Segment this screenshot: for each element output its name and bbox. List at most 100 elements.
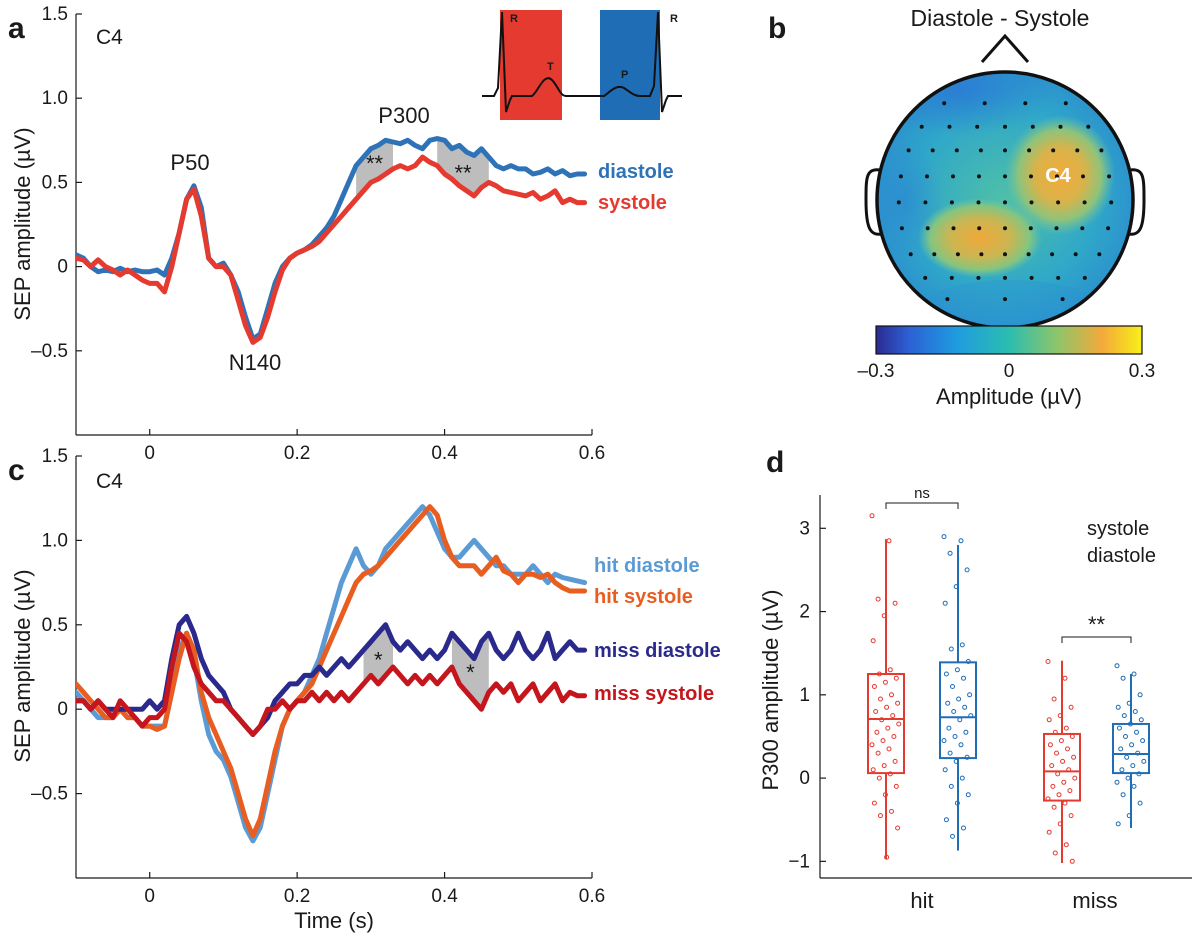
electrode-dot	[925, 174, 929, 179]
data-point	[954, 800, 960, 806]
electrode-dot	[1030, 124, 1035, 129]
data-point	[1062, 675, 1068, 681]
data-point	[1120, 675, 1126, 681]
electrode-dot	[906, 148, 911, 153]
x-tick-label: 0	[144, 886, 155, 907]
x-ticks: 0 0.2 0.4 0.6	[144, 429, 605, 464]
electrode-dot	[1107, 174, 1112, 179]
data-point	[878, 696, 883, 702]
y-ticks: 3 2 1 0 −1	[788, 518, 826, 872]
y-tick-label: 1.5	[42, 4, 68, 25]
data-point	[958, 538, 964, 544]
significance-star: *	[466, 660, 475, 685]
data-point	[895, 700, 901, 706]
data-point	[948, 646, 954, 652]
panel-letter-d: d	[766, 446, 784, 479]
data-point	[958, 742, 964, 748]
electrode-dot	[1099, 148, 1104, 153]
topo-map	[877, 72, 1133, 328]
electrode-dot	[1063, 101, 1068, 106]
data-point	[1129, 742, 1135, 748]
electrode-dot	[1082, 275, 1087, 280]
y-axis-label: SEP amplitude (µV)	[10, 569, 35, 762]
data-point	[1071, 754, 1077, 760]
data-point	[1063, 842, 1069, 848]
x-tick-label: 0.4	[431, 886, 458, 907]
data-point	[1134, 729, 1139, 735]
electrode-dot	[949, 275, 954, 280]
data-point	[942, 767, 948, 773]
electrode-dot	[1056, 200, 1061, 205]
y-tick-label: 1.0	[42, 530, 68, 551]
electrode-dot	[1058, 124, 1063, 129]
electrode-dot	[951, 226, 956, 231]
data-point	[886, 746, 892, 752]
x-tick-label: 0.2	[284, 886, 310, 907]
comparison-bracket	[1061, 636, 1132, 643]
data-point	[1052, 729, 1058, 735]
electrode-dot	[1060, 297, 1065, 302]
electrode-dot	[1003, 275, 1007, 280]
electrode-dot	[1097, 252, 1102, 257]
data-point	[1140, 738, 1146, 744]
data-point	[892, 758, 898, 764]
electrode-dot	[1056, 275, 1061, 280]
electrode-dot	[955, 252, 960, 257]
comparison-brackets: ns **	[885, 485, 1132, 643]
ecg-label-t: T	[547, 61, 554, 73]
y-ticks: 1.5 1.0 0.5 0 –0.5	[31, 4, 82, 362]
data-point	[943, 671, 949, 677]
electrode-dot	[1003, 252, 1007, 257]
data-point	[941, 738, 947, 744]
data-point	[885, 725, 891, 731]
data-point	[961, 675, 966, 681]
electrode-dot	[1081, 174, 1085, 179]
data-point	[880, 738, 886, 744]
electrode-dot	[982, 101, 987, 106]
data-point	[945, 700, 951, 706]
legend-systole: systole	[598, 192, 667, 214]
electrode-dot	[1054, 226, 1059, 231]
data-point	[954, 667, 960, 673]
data-point	[1069, 858, 1075, 864]
electrode-dot	[1073, 252, 1078, 257]
y-axis-label: P300 amplitude (µV)	[758, 590, 783, 791]
data-point	[892, 600, 898, 606]
data-point	[951, 709, 957, 714]
peak-label-n140: N140	[229, 350, 282, 375]
y-ticks: 1.5 1.0 0.5 0 –0.5	[31, 446, 82, 805]
data-point	[1054, 750, 1059, 756]
y-tick-label: 1	[799, 685, 810, 706]
data-point	[959, 775, 965, 781]
y-tick-label: 0	[799, 768, 810, 789]
data-point	[1057, 821, 1063, 827]
electrode-dot	[1003, 124, 1007, 129]
data-point	[1052, 850, 1058, 856]
y-tick-label: 0	[57, 257, 68, 278]
data-point	[1114, 779, 1120, 785]
x-tick-hit: hit	[910, 888, 933, 913]
y-tick-label: 1.5	[42, 446, 68, 467]
data-point	[1124, 754, 1130, 760]
y-tick-label: –0.5	[31, 784, 68, 805]
peak-label-p300: P300	[378, 103, 429, 128]
data-point	[1131, 783, 1137, 789]
comparison-bracket	[885, 502, 959, 509]
colorbar-tick-max: 0.3	[1129, 361, 1155, 382]
panel-d: d 3 2 1 0 −1 P300 amplitude (µV) hit miss ns…	[758, 446, 1192, 913]
electrode-dot	[954, 148, 959, 153]
ecg-label-r1: R	[510, 13, 518, 25]
data-point	[889, 808, 894, 814]
y-tick-label: 3	[799, 518, 810, 539]
data-point	[878, 813, 883, 819]
data-point	[957, 717, 963, 723]
electrode-dot	[1029, 174, 1033, 179]
electrode-dot	[1051, 148, 1056, 153]
electrode-dot	[1003, 297, 1007, 302]
data-point	[881, 763, 887, 769]
ecg-label-r2: R	[670, 13, 678, 25]
data-point	[1126, 700, 1132, 706]
data-point	[1067, 788, 1073, 794]
electrode-dot	[1003, 226, 1007, 231]
legend-miss-diastole: miss diastole	[594, 640, 721, 662]
